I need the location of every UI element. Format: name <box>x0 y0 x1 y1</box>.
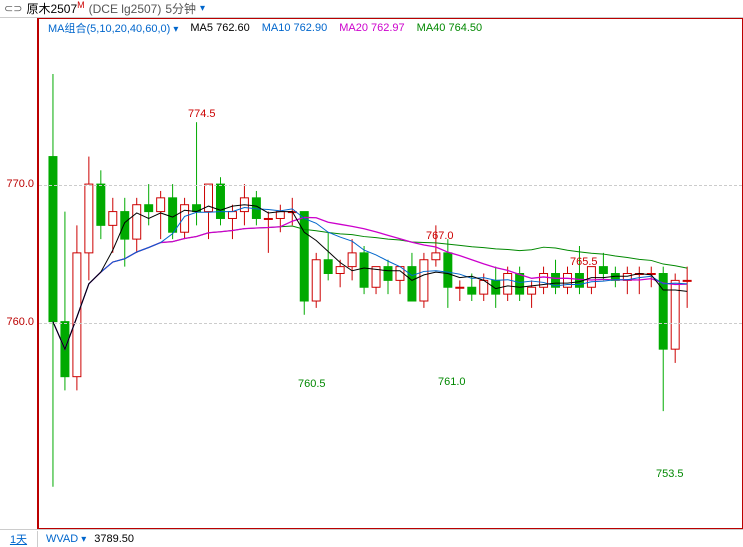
ma5-value: MA5 762.60 <box>190 22 249 34</box>
candlestick-chart <box>39 19 742 528</box>
indicator-bar: MA组合(5,10,20,40,60,0) ▾ MA5 762.60 MA10 … <box>48 20 482 36</box>
ma-combo-label[interactable]: MA组合(5,10,20,40,60,0) ▾ <box>48 20 178 36</box>
ma10-value: MA10 762.90 <box>262 22 327 34</box>
chart-footer: 1天 WVAD ▾ 3789.50 <box>0 529 743 547</box>
price-annotation: 753.5 <box>656 468 684 480</box>
day-range-button[interactable]: 1天 <box>0 531 38 547</box>
price-annotation: 767.0 <box>426 230 454 242</box>
chevron-down-icon[interactable]: ▾ <box>200 3 205 14</box>
chart-area[interactable] <box>38 18 743 529</box>
link-icon: ⊂⊃ <box>4 2 22 15</box>
price-annotation: 761.0 <box>438 376 466 388</box>
instrument-title: 原木2507M <box>26 0 84 17</box>
instrument-code: (DCE lg2507) <box>89 2 162 16</box>
chart-header: ⊂⊃ 原木2507M (DCE lg2507) 5分钟 ▾ <box>0 0 743 18</box>
y-axis: 760.0770.0 <box>0 18 38 529</box>
ma40-value: MA40 764.50 <box>417 22 482 34</box>
wvad-label[interactable]: WVAD ▾ <box>46 533 86 545</box>
price-annotation: 760.5 <box>298 378 326 390</box>
interval-label: 5分钟 <box>165 0 196 17</box>
price-annotation: 765.5 <box>570 256 598 268</box>
wvad-value: 3789.50 <box>94 533 134 545</box>
ma20-value: MA20 762.97 <box>339 22 404 34</box>
price-annotation: 774.5 <box>188 108 216 120</box>
